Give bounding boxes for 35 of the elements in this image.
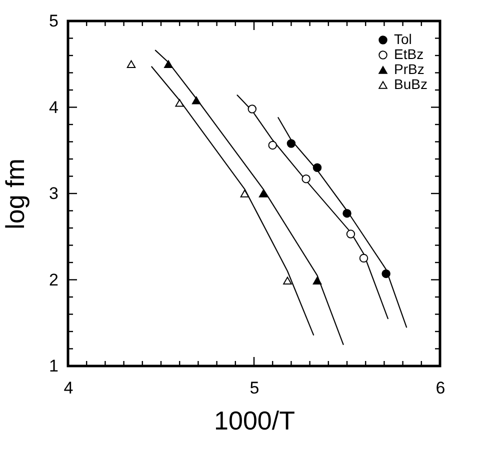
- point: [268, 140, 277, 150]
- point: [240, 190, 250, 198]
- point: [382, 269, 390, 278]
- point: [359, 254, 368, 263]
- point: [175, 99, 184, 107]
- legend-label: Tol: [394, 31, 412, 47]
- x-tick-label: 5: [250, 378, 260, 398]
- y-tick-label: 2: [49, 270, 58, 290]
- point: [283, 276, 292, 284]
- point: [248, 104, 257, 114]
- point: [302, 174, 310, 184]
- legend-label: BuBz: [394, 76, 428, 92]
- y-tick-label: 3: [49, 184, 58, 203]
- line-series: [151, 66, 314, 336]
- y-tick-label: 1: [49, 356, 58, 376]
- x-tick-label: 4: [64, 378, 74, 398]
- x-axis-title: 1000/T: [214, 406, 296, 436]
- y-axis-title: log fm: [0, 158, 30, 230]
- point: [312, 163, 322, 172]
- point: [346, 230, 356, 238]
- y-tick-label: 5: [49, 12, 58, 30]
- legend-label: PrBz: [394, 61, 424, 77]
- x-tick-label: 6: [436, 378, 446, 398]
- line-series: [154, 50, 344, 345]
- point: [126, 60, 136, 68]
- point: [286, 139, 296, 148]
- point: [258, 190, 268, 198]
- line-series: [236, 94, 388, 320]
- point: [312, 276, 322, 284]
- line-series: [278, 117, 408, 328]
- y-tick-label: 4: [49, 98, 58, 117]
- point: [192, 96, 201, 104]
- legend-label: EtBz: [394, 46, 424, 62]
- point: [342, 208, 352, 218]
- point: [164, 60, 173, 68]
